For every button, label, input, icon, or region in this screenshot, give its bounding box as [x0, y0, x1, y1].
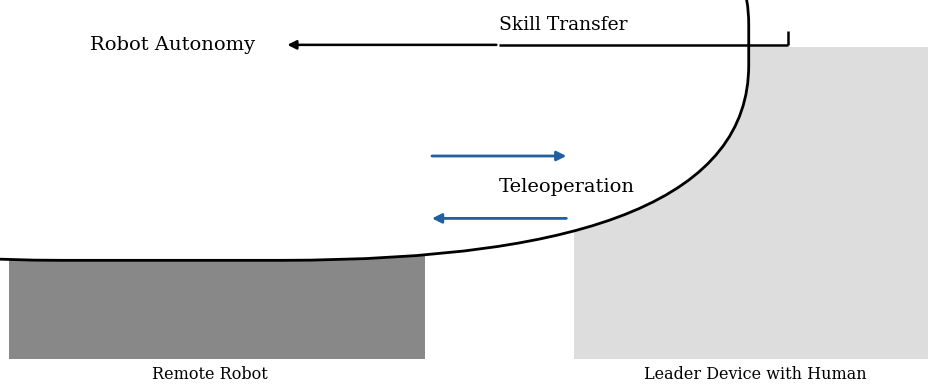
Text: Teleoperation: Teleoperation [499, 178, 635, 196]
Text: Leader Device with Human: Leader Device with Human [645, 366, 867, 383]
Text: Skill Transfer: Skill Transfer [499, 16, 628, 34]
Bar [9, 47, 425, 359]
Text: Robot Autonomy: Robot Autonomy [91, 36, 255, 54]
Text: Remote Robot: Remote Robot [152, 366, 268, 383]
FancyBboxPatch shape [0, 0, 748, 261]
Bar [574, 47, 928, 359]
